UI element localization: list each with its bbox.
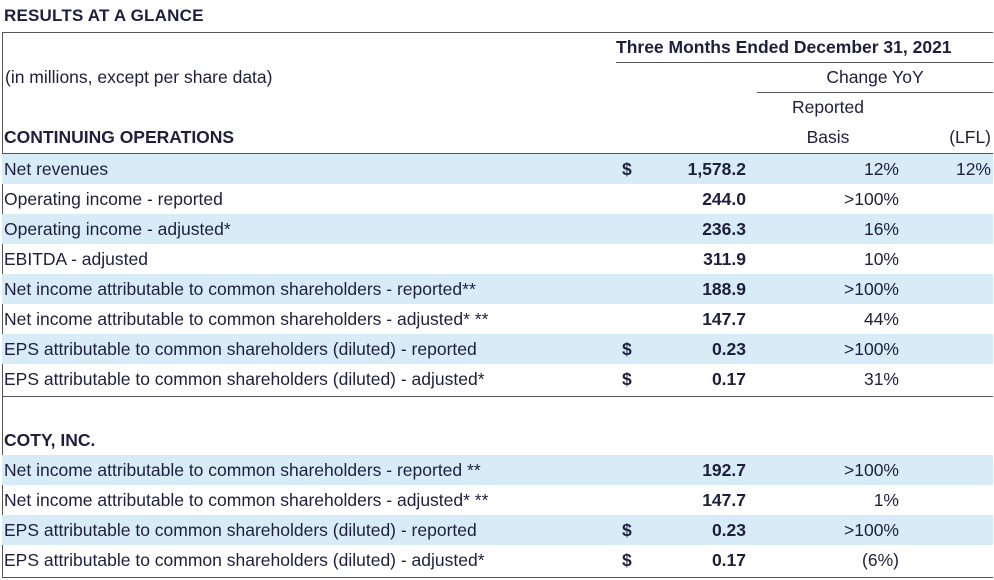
row-label: EPS attributable to common shareholders … (4, 520, 477, 540)
row-reported-change: (6%) (862, 550, 899, 570)
row-reported-change: >100% (844, 520, 899, 540)
row-value: 244.0 (702, 189, 746, 209)
dollar-sign: $ (622, 369, 632, 389)
row-reported-change: 12% (863, 159, 899, 179)
row-reported-change: 44% (863, 309, 899, 329)
row-reported-change: 10% (863, 249, 899, 269)
row-value: 311.9 (703, 249, 746, 269)
table-row: EPS attributable to common shareholders … (2, 364, 993, 394)
coty-title: COTY, INC. (4, 430, 96, 450)
table-row: Net revenues $ 1,578.2 12% 12% (2, 154, 993, 184)
row-reported-change: >100% (844, 189, 899, 209)
row-value: 0.17 (711, 369, 746, 389)
row-label: Operating income - reported (4, 189, 223, 209)
table-row: Net income attributable to common shareh… (2, 455, 993, 485)
page-title: RESULTS AT A GLANCE (4, 6, 204, 25)
row-label: Net income attributable to common shareh… (4, 309, 489, 329)
row-reported-change: 31% (863, 369, 899, 389)
row-reported-change: >100% (844, 339, 899, 359)
row-reported-change: >100% (844, 279, 899, 299)
continuing-operations-title: CONTINUING OPERATIONS (4, 127, 235, 147)
row-label: EBITDA - adjusted (4, 249, 148, 269)
units-note: (in millions, except per share data) (5, 67, 273, 87)
row-reported-change: 16% (863, 219, 899, 239)
row-value: 0.23 (711, 339, 746, 359)
dollar-sign: $ (622, 550, 632, 570)
row-label: EPS attributable to common shareholders … (4, 550, 485, 570)
table-row: EBITDA - adjusted 311.9 10% (2, 244, 993, 274)
row-value: 192.7 (702, 460, 746, 480)
row-label: Net income attributable to common shareh… (4, 279, 476, 299)
row-value: 188.9 (702, 279, 746, 299)
results-table (2, 32, 993, 578)
header-rule (2, 153, 993, 154)
row-value: 1,578.2 (687, 159, 746, 179)
dollar-sign: $ (622, 339, 632, 359)
row-reported-change: >100% (844, 460, 899, 480)
period-rule (616, 62, 993, 63)
change-rule (757, 92, 993, 93)
row-value: 0.23 (711, 520, 746, 540)
table-row: EPS attributable to common shareholders … (2, 334, 993, 364)
table-row: Net income attributable to common shareh… (2, 485, 993, 515)
table-row: Operating income - reported 244.0 >100% (2, 184, 993, 214)
row-value: 0.17 (711, 550, 746, 570)
row-label: EPS attributable to common shareholders … (4, 369, 485, 389)
row-label: Net income attributable to common shareh… (4, 490, 489, 510)
table-row: EPS attributable to common shareholders … (2, 545, 993, 575)
row-label: Net revenues (4, 159, 109, 179)
table-row: EPS attributable to common shareholders … (2, 515, 993, 545)
reported-header-line2: Basis (806, 127, 850, 147)
row-label: EPS attributable to common shareholders … (4, 339, 477, 359)
row-label: Operating income - adjusted* (4, 219, 231, 239)
table-row: Net income attributable to common shareh… (2, 274, 993, 304)
row-label: Net income attributable to common shareh… (4, 460, 481, 480)
lfl-header: (LFL) (949, 127, 991, 147)
dollar-sign: $ (622, 520, 632, 540)
table-row: Net income attributable to common shareh… (2, 304, 993, 334)
section-divider (2, 396, 993, 397)
reported-header-line1: Reported (792, 97, 864, 117)
period-header: Three Months Ended December 31, 2021 (616, 37, 952, 57)
table-row: Operating income - adjusted* 236.3 16% (2, 214, 993, 244)
row-value: 147.7 (702, 309, 746, 329)
row-reported-change: 1% (873, 490, 899, 510)
dollar-sign: $ (622, 159, 632, 179)
row-value: 236.3 (702, 219, 746, 239)
change-yoy-header: Change YoY (826, 67, 924, 87)
row-lfl-change: 12% (955, 159, 991, 179)
row-value: 147.7 (702, 490, 746, 510)
